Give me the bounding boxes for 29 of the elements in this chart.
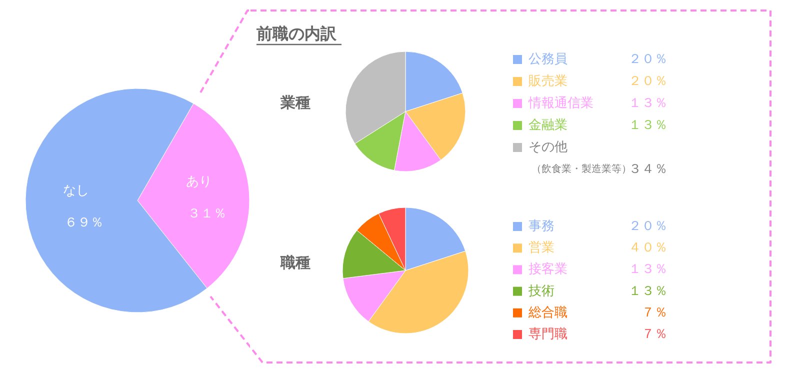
chart-title: 前職の内訳 bbox=[256, 24, 338, 43]
legend-label: その他（飲食業・製造業等） bbox=[528, 140, 632, 175]
legend-label: 技術 bbox=[528, 284, 554, 299]
legend-label: 事務 bbox=[528, 219, 554, 234]
data-label: ４０％ bbox=[628, 240, 668, 256]
data-label: １３％ bbox=[628, 262, 668, 278]
data-label: ６９％ bbox=[64, 216, 104, 231]
legend-label: 営業 bbox=[528, 240, 554, 256]
data-label: １３％ bbox=[628, 284, 668, 299]
legend-label: 接客業 bbox=[528, 261, 568, 278]
legend-label: 金融業 bbox=[528, 118, 568, 133]
legend-label: 専門職 bbox=[528, 327, 568, 342]
legend-label: 総合職 bbox=[528, 305, 568, 320]
legend-label: 販売業 bbox=[528, 74, 568, 89]
legend-label: 公務員 bbox=[528, 52, 568, 67]
data-label: ２０％ bbox=[628, 52, 668, 67]
data-label: １３％ bbox=[628, 118, 668, 133]
legend-label: 情報通信業 bbox=[528, 96, 594, 111]
slice-label: あり bbox=[186, 174, 212, 190]
data-label: ２０％ bbox=[628, 219, 668, 234]
text: 職種 bbox=[280, 254, 310, 272]
data-label: １３％ bbox=[628, 96, 668, 111]
data-label: ２０％ bbox=[628, 74, 668, 89]
data-label: ７％ bbox=[642, 305, 668, 320]
data-label: ３４％ bbox=[628, 162, 668, 177]
slice-label: なし bbox=[63, 184, 90, 199]
data-label: ３１％ bbox=[187, 206, 226, 222]
data-label: ７％ bbox=[642, 327, 668, 342]
text: 業種 bbox=[280, 94, 310, 112]
